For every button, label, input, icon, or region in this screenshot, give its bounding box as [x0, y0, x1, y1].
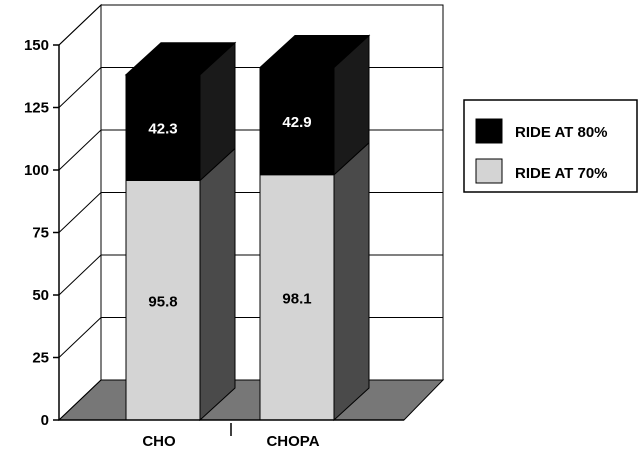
bar-data-label: 95.8	[148, 293, 177, 310]
gridline	[58, 67, 443, 108]
bar-stack-cho: 95.8 42.3	[124, 41, 237, 422]
bar-segment	[259, 174, 335, 421]
y-axis: 0 25 50 75 100 125 150	[24, 37, 60, 429]
y-tick-label: 75	[32, 225, 49, 242]
gridline	[58, 192, 443, 233]
y-tick-label: 100	[24, 162, 49, 179]
bar-data-label: 42.9	[282, 114, 311, 131]
y-tick-label: 125	[24, 100, 49, 117]
x-axis: CHO CHOPA	[59, 419, 404, 450]
legend: RIDE AT 80% RIDE AT 70%	[463, 99, 638, 193]
x-tick-label: CHO	[142, 433, 176, 450]
bar-segment-side	[333, 141, 370, 422]
legend-label-ride-80: RIDE AT 80%	[515, 124, 608, 141]
bar-top-face	[258, 35, 371, 68]
chart-grid	[58, 3, 444, 422]
bars: 95.8 42.3 98.1 42.9	[124, 34, 371, 422]
bar-data-label: 98.1	[282, 290, 311, 307]
legend-swatch-ride-80	[475, 118, 503, 144]
x-tick-label: CHOPA	[266, 433, 319, 450]
gridline	[58, 4, 443, 46]
bar-top-face	[124, 42, 237, 76]
legend-swatch-ride-70	[475, 158, 503, 184]
y-tick-label: 25	[32, 350, 49, 367]
legend-label-ride-70: RIDE AT 70%	[515, 165, 608, 182]
y-tick-label: 0	[41, 412, 49, 429]
bar-stack-chopa: 98.1 42.9	[258, 34, 371, 422]
bar-segment-side	[199, 147, 236, 422]
bar-segment	[259, 67, 335, 176]
gridline	[58, 254, 443, 296]
y-tick-label: 50	[32, 287, 49, 304]
gridline	[58, 317, 443, 358]
y-tick-label: 150	[24, 37, 49, 54]
gridline	[58, 129, 443, 171]
floor-plane	[57, 379, 445, 421]
chart-floor	[57, 379, 445, 421]
bar-data-label: 42.3	[148, 121, 177, 138]
